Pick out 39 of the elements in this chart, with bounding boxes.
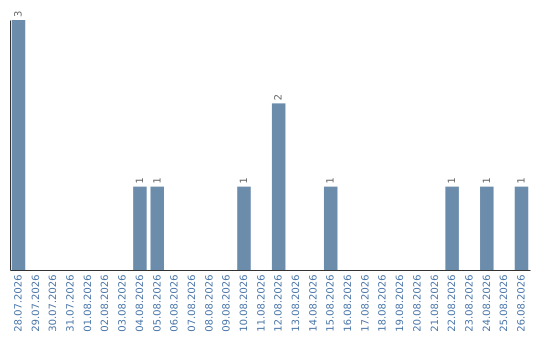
x-tick-label: 28.07.2026: [14, 274, 24, 332]
x-tick-label: 15.08.2026: [326, 274, 337, 332]
x-tick-label: 08.08.2026: [204, 274, 216, 332]
x-tick-label: 11.08.2026: [256, 274, 268, 332]
x-tick-label: 30.07.2026: [48, 274, 60, 332]
data-label: 3: [14, 10, 24, 17]
x-tick-label: 04.08.2026: [134, 274, 146, 332]
x-tick-label: 31.07.2026: [66, 274, 77, 332]
x-tick-label: 12.08.2026: [274, 274, 285, 332]
x-tick-label: 05.08.2026: [152, 274, 164, 332]
x-tick-label: 21.08.2026: [430, 274, 441, 332]
x-tick-label: 17.08.2026: [360, 274, 372, 332]
data-label: 1: [482, 177, 493, 184]
x-tick-label: 24.08.2026: [482, 274, 493, 332]
x-tick-label: 03.08.2026: [118, 274, 129, 332]
x-tick-label: 10.08.2026: [238, 274, 250, 332]
x-tick-label: 02.08.2026: [100, 274, 112, 332]
x-tick-label: 20.08.2026: [412, 274, 424, 332]
data-label: 1: [152, 177, 164, 184]
x-tick-label: 19.08.2026: [395, 274, 406, 332]
x-tick-label: 25.08.2026: [499, 274, 510, 332]
x-tick-label: 06.08.2026: [170, 274, 181, 332]
x-tick-label: 13.08.2026: [291, 274, 302, 332]
x-tick-label: 01.08.2026: [82, 274, 94, 332]
x-tick-label: 09.08.2026: [222, 274, 233, 332]
data-label: 1: [238, 177, 250, 184]
x-tick-label: 14.08.2026: [308, 274, 320, 332]
data-label: 1: [516, 177, 528, 184]
x-tick-label: 07.08.2026: [186, 274, 198, 332]
x-tick-label: 16.08.2026: [343, 274, 354, 332]
data-label: 1: [134, 177, 146, 184]
data-label: 1: [326, 177, 337, 184]
x-tick-label: 18.08.2026: [378, 274, 389, 332]
x-tick-label: 23.08.2026: [464, 274, 476, 332]
data-label: 1: [447, 177, 458, 184]
data-label: 2: [274, 94, 285, 100]
x-tick-label: 26.08.2026: [516, 274, 528, 332]
x-tick-label: 22.08.2026: [447, 274, 458, 332]
x-tick-label: 29.07.2026: [30, 274, 42, 332]
